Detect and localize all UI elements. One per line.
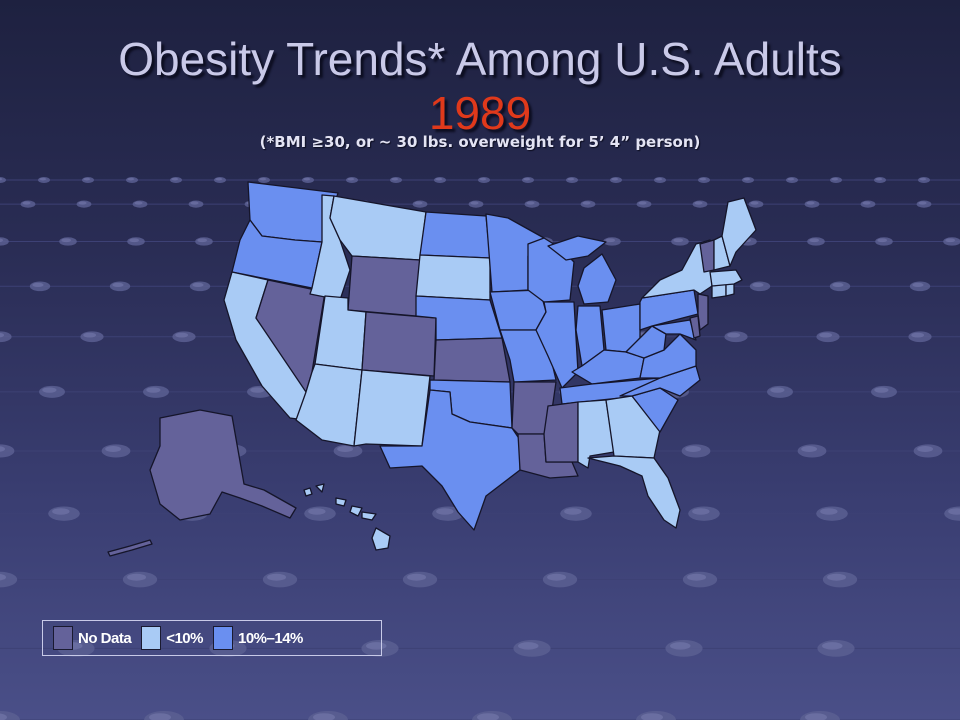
state-KS	[433, 337, 511, 383]
state-GA	[605, 395, 661, 459]
state-MD	[651, 319, 697, 341]
slide-year: 1989	[428, 87, 532, 139]
legend-swatch	[212, 626, 233, 650]
state-HI-2	[315, 483, 325, 493]
state-IL	[535, 301, 579, 389]
legend-label: <10%	[166, 629, 203, 647]
state-HI-6	[371, 527, 391, 551]
state-SD	[415, 254, 491, 301]
state-DE	[689, 315, 701, 339]
state-CO	[361, 311, 437, 377]
state-WY	[347, 255, 421, 317]
state-AK	[149, 409, 297, 521]
state-NY	[641, 239, 713, 299]
state-RI	[725, 283, 735, 297]
state-HI-5	[361, 511, 377, 521]
state-HI-1	[303, 487, 313, 497]
state-MT	[329, 195, 427, 261]
state-NM	[353, 369, 431, 447]
state-ME	[721, 197, 757, 267]
state-MI	[577, 253, 617, 305]
legend-swatch	[53, 626, 73, 650]
legend-swatch	[141, 626, 162, 650]
state-TX	[379, 389, 521, 531]
legend-item-lt10: <10%	[141, 626, 203, 650]
legend-item-10to14: 10%–14%	[212, 626, 303, 650]
state-HI-4	[349, 505, 363, 517]
state-FL	[587, 455, 681, 529]
legend-label: No Data	[78, 629, 132, 647]
legend-label: 10%–14%	[237, 629, 303, 647]
slide-title: Obesity Trends* Among U.S. Adults	[118, 33, 842, 85]
state-AK-chain	[107, 539, 153, 557]
slide-subtitle: (*BMI ≥30, or ~ 30 lbs. overweight for 5…	[259, 133, 701, 151]
state-ND	[419, 211, 491, 259]
state-MS	[543, 401, 579, 463]
state-MI-UP	[547, 235, 607, 261]
state-NJ	[697, 293, 709, 331]
state-MA	[709, 269, 743, 287]
state-HI-3	[335, 497, 347, 507]
legend: No Data <10% 10%–14%	[42, 620, 382, 656]
legend-item-no-data: No Data	[53, 626, 132, 650]
